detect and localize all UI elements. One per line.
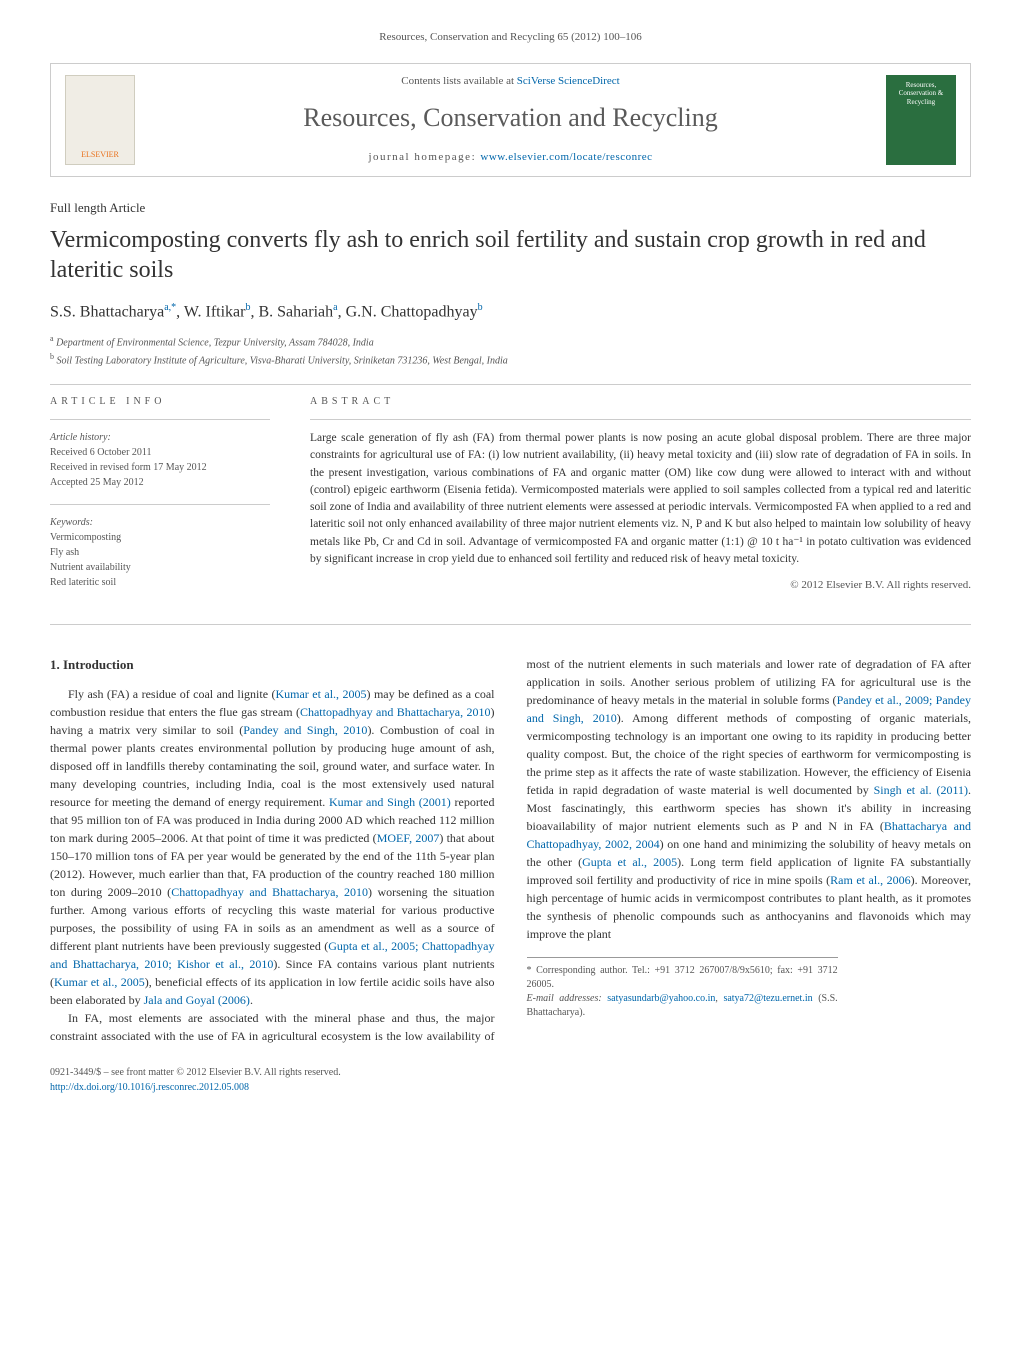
article-info-column: ARTICLE INFO Article history: Received 6…	[50, 395, 270, 604]
journal-cover-thumbnail: Resources, Conservation & Recycling	[886, 75, 956, 165]
header-citation: Resources, Conservation and Recycling 65…	[50, 30, 971, 45]
citation-link[interactable]: Kumar et al., 2005	[54, 975, 145, 989]
body-text-run: Fly ash (FA) a residue of coal and ligni…	[68, 687, 275, 701]
abstract-copyright: © 2012 Elsevier B.V. All rights reserved…	[310, 578, 971, 593]
footnote-emails: E-mail addresses: satyasundarb@yahoo.co.…	[527, 992, 838, 1020]
body-text: 1. Introduction Fly ash (FA) a residue o…	[50, 655, 971, 1045]
keyword: Red lateritic soil	[50, 575, 270, 590]
keyword: Vermicomposting	[50, 530, 270, 545]
section-heading-intro: 1. Introduction	[50, 655, 495, 675]
banner-center: Contents lists available at SciVerse Sci…	[135, 74, 886, 165]
history-received: Received 6 October 2011	[50, 445, 270, 460]
divider	[50, 384, 971, 385]
abstract-column: ABSTRACT Large scale generation of fly a…	[310, 395, 971, 604]
keywords-block: Keywords: Vermicomposting Fly ash Nutrie…	[50, 515, 270, 590]
affiliations: a Department of Environmental Science, T…	[50, 333, 971, 368]
doi-link[interactable]: http://dx.doi.org/10.1016/j.resconrec.20…	[50, 1082, 249, 1093]
history-accepted: Accepted 25 May 2012	[50, 475, 270, 490]
citation-link[interactable]: Chattopadhyay and Bhattacharya, 2010	[171, 885, 368, 899]
authors-line: S.S. Bhattacharyaa,*, W. Iftikarb, B. Sa…	[50, 301, 971, 324]
body-text-run: .	[250, 993, 253, 1007]
corresponding-author-footnote: * Corresponding author. Tel.: +91 3712 2…	[527, 957, 838, 1020]
email-link[interactable]: satya72@tezu.ernet.in	[723, 993, 812, 1004]
journal-homepage-line: journal homepage: www.elsevier.com/locat…	[145, 150, 876, 165]
sciencedirect-link[interactable]: SciVerse ScienceDirect	[517, 75, 620, 87]
divider	[50, 504, 270, 505]
abstract-text: Large scale generation of fly ash (FA) f…	[310, 430, 971, 568]
citation-link[interactable]: Pandey and Singh, 2010	[243, 723, 367, 737]
citation-link[interactable]: Kumar et al., 2005	[275, 687, 366, 701]
email-link[interactable]: satyasundarb@yahoo.co.in	[607, 993, 715, 1004]
affiliation-b-text: Soil Testing Laboratory Institute of Agr…	[57, 355, 508, 366]
journal-name: Resources, Conservation and Recycling	[145, 100, 876, 136]
keywords-label: Keywords:	[50, 515, 270, 530]
affiliation-a-text: Department of Environmental Science, Tez…	[56, 338, 374, 349]
email-label: E-mail addresses:	[527, 993, 608, 1004]
citation-link[interactable]: Gupta et al., 2005	[582, 855, 677, 869]
history-label: Article history:	[50, 430, 270, 445]
footer-issn: 0921-3449/$ – see front matter © 2012 El…	[50, 1065, 971, 1080]
homepage-link[interactable]: www.elsevier.com/locate/resconrec	[480, 151, 652, 163]
divider	[50, 419, 270, 420]
info-abstract-row: ARTICLE INFO Article history: Received 6…	[50, 395, 971, 604]
abstract-heading: ABSTRACT	[310, 395, 971, 409]
affiliation-b: b Soil Testing Laboratory Institute of A…	[50, 351, 971, 368]
article-info-heading: ARTICLE INFO	[50, 395, 270, 409]
citation-link[interactable]: Jala and Goyal (2006)	[144, 993, 250, 1007]
page-footer: 0921-3449/$ – see front matter © 2012 El…	[50, 1065, 971, 1095]
article-title: Vermicomposting converts fly ash to enri…	[50, 225, 971, 285]
citation-link[interactable]: Kumar and Singh (2001)	[329, 795, 451, 809]
publisher-logo: ELSEVIER	[65, 75, 135, 165]
keyword: Nutrient availability	[50, 560, 270, 575]
citation-link[interactable]: Chattopadhyay and Bhattacharya, 2010	[300, 705, 491, 719]
citation-link[interactable]: Ram et al., 2006	[830, 873, 911, 887]
lists-prefix: Contents lists available at	[401, 75, 516, 87]
history-revised: Received in revised form 17 May 2012	[50, 460, 270, 475]
citation-link[interactable]: MOEF, 2007	[377, 831, 440, 845]
divider	[310, 419, 971, 420]
keyword: Fly ash	[50, 545, 270, 560]
contents-lists-line: Contents lists available at SciVerse Sci…	[145, 74, 876, 89]
footnote-corr: * Corresponding author. Tel.: +91 3712 2…	[527, 964, 838, 992]
article-type: Full length Article	[50, 199, 971, 217]
journal-banner: ELSEVIER Contents lists available at Sci…	[50, 63, 971, 176]
divider	[50, 624, 971, 625]
article-history: Article history: Received 6 October 2011…	[50, 430, 270, 490]
citation-link[interactable]: Singh et al. (2011)	[874, 783, 968, 797]
homepage-prefix: journal homepage:	[368, 151, 480, 163]
affiliation-a: a Department of Environmental Science, T…	[50, 333, 971, 350]
body-paragraph: Fly ash (FA) a residue of coal and ligni…	[50, 685, 495, 1009]
